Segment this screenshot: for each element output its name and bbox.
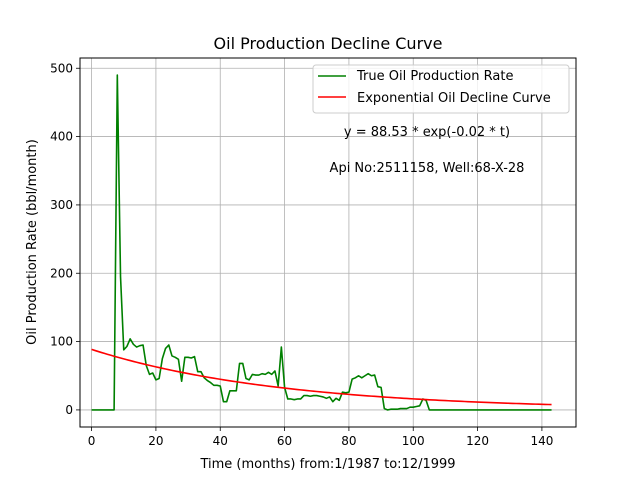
x-axis-label: Time (months) from:1/1987 to:12/1999: [199, 457, 455, 472]
x-tick-label: 40: [213, 434, 228, 448]
x-tick-label: 100: [402, 434, 425, 448]
x-tick-label: 120: [466, 434, 489, 448]
axis-ticks: 0 20 40 60 80 100 120 140 0 100 200 300 400 500: [50, 61, 553, 448]
y-tick-label: 500: [50, 61, 73, 75]
legend-label-true-rate: True Oil Production Rate: [356, 69, 513, 84]
chart-title: Oil Production Decline Curve: [214, 34, 443, 53]
x-tick-label: 60: [277, 434, 292, 448]
x-tick-label: 20: [148, 434, 163, 448]
y-tick-label: 0: [65, 403, 73, 417]
y-axis-label: Oil Production Rate (bbl/month): [25, 139, 40, 345]
x-tick-label: 140: [530, 434, 553, 448]
series-line-1: [91, 348, 552, 406]
plot-area: [80, 58, 576, 427]
plot-frame: [79, 57, 577, 428]
well-annotation: Api No:2511158, Well:68-X-28: [330, 161, 525, 176]
legend-box: [312, 64, 570, 114]
series-line-0: [91, 74, 552, 411]
y-tick-label: 400: [50, 130, 73, 144]
y-tick-label: 100: [50, 335, 73, 349]
series-layer: [91, 74, 552, 411]
grid: [80, 58, 576, 427]
legend: True Oil Production Rate Exponential Oil…: [312, 64, 570, 114]
y-tick-label: 300: [50, 198, 73, 212]
legend-label-exponential: Exponential Oil Decline Curve: [357, 91, 551, 106]
x-tick-label: 80: [341, 434, 356, 448]
x-tick-label: 0: [88, 434, 96, 448]
equation-annotation: y = 88.53 * exp(-0.02 * t): [344, 125, 510, 140]
y-tick-label: 200: [50, 266, 73, 280]
